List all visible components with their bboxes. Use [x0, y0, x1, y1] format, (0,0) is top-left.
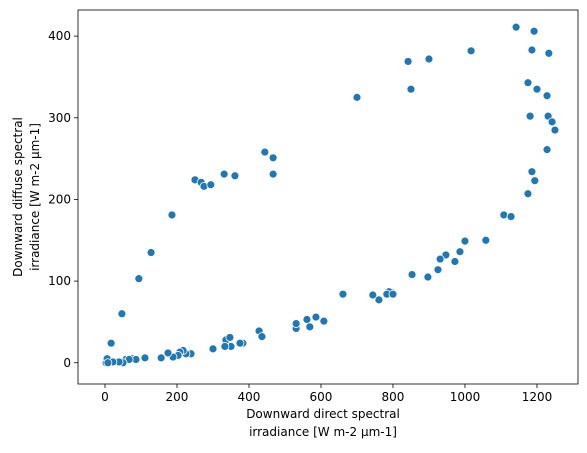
point [423, 272, 433, 282]
point [208, 344, 218, 354]
point [529, 26, 539, 36]
x-axis-label: irradiance [W m-2 μm-1] [249, 425, 397, 439]
point [547, 117, 557, 127]
point [550, 125, 560, 135]
point [291, 319, 301, 328]
point [319, 316, 329, 326]
point [424, 54, 434, 64]
x-axis-label: Downward direct spectral [246, 407, 400, 421]
point [268, 153, 278, 163]
point [525, 111, 535, 121]
point [460, 236, 470, 246]
x-tick-label: 800 [382, 390, 405, 404]
y-axis-label: Downward diffuse spectral [11, 117, 25, 277]
point [117, 309, 127, 319]
point [542, 91, 552, 101]
point [435, 254, 445, 264]
point [407, 270, 417, 279]
point [523, 189, 533, 199]
point [542, 145, 552, 155]
point [140, 353, 150, 363]
point [230, 171, 240, 181]
point [260, 147, 270, 157]
point [220, 342, 230, 351]
point [388, 289, 398, 299]
point [167, 210, 177, 220]
point [163, 348, 173, 358]
point [106, 338, 116, 348]
y-tick-label: 0 [63, 356, 71, 370]
point [523, 78, 533, 88]
point [527, 45, 537, 55]
y-tick-label: 200 [48, 192, 71, 206]
point [268, 169, 278, 179]
point [206, 180, 216, 190]
point [530, 176, 540, 186]
plot-frame [77, 9, 579, 385]
x-tick-label: 600 [310, 390, 333, 404]
x-tick-label: 1000 [450, 390, 481, 404]
point [368, 290, 378, 300]
y-tick-label: 400 [48, 29, 71, 43]
point [450, 257, 460, 266]
point [352, 92, 362, 102]
point [305, 322, 315, 332]
x-tick-label: 400 [238, 390, 261, 404]
x-tick-label: 200 [166, 390, 189, 404]
point [532, 84, 542, 94]
point [466, 46, 476, 56]
point [302, 315, 312, 324]
point [481, 235, 491, 245]
y-axis-label: irradiance [W m-2 μm-1] [28, 123, 42, 271]
point [338, 289, 348, 299]
point [225, 333, 235, 342]
point [527, 167, 537, 177]
point [433, 265, 443, 275]
point [406, 84, 416, 94]
point [499, 210, 509, 220]
point [374, 295, 384, 305]
x-tick-label: 0 [101, 390, 109, 404]
y-tick-label: 100 [48, 274, 71, 288]
point [219, 169, 229, 179]
x-tick-label: 1200 [522, 390, 553, 404]
point [235, 338, 245, 348]
point [311, 312, 321, 322]
y-tick-label: 300 [48, 111, 71, 125]
point [403, 57, 413, 66]
point [544, 48, 554, 58]
point [455, 247, 465, 257]
point [156, 353, 166, 363]
point [257, 332, 267, 342]
point [146, 248, 156, 257]
point [511, 22, 521, 32]
point [134, 274, 144, 284]
point [103, 358, 113, 368]
point [506, 212, 516, 221]
